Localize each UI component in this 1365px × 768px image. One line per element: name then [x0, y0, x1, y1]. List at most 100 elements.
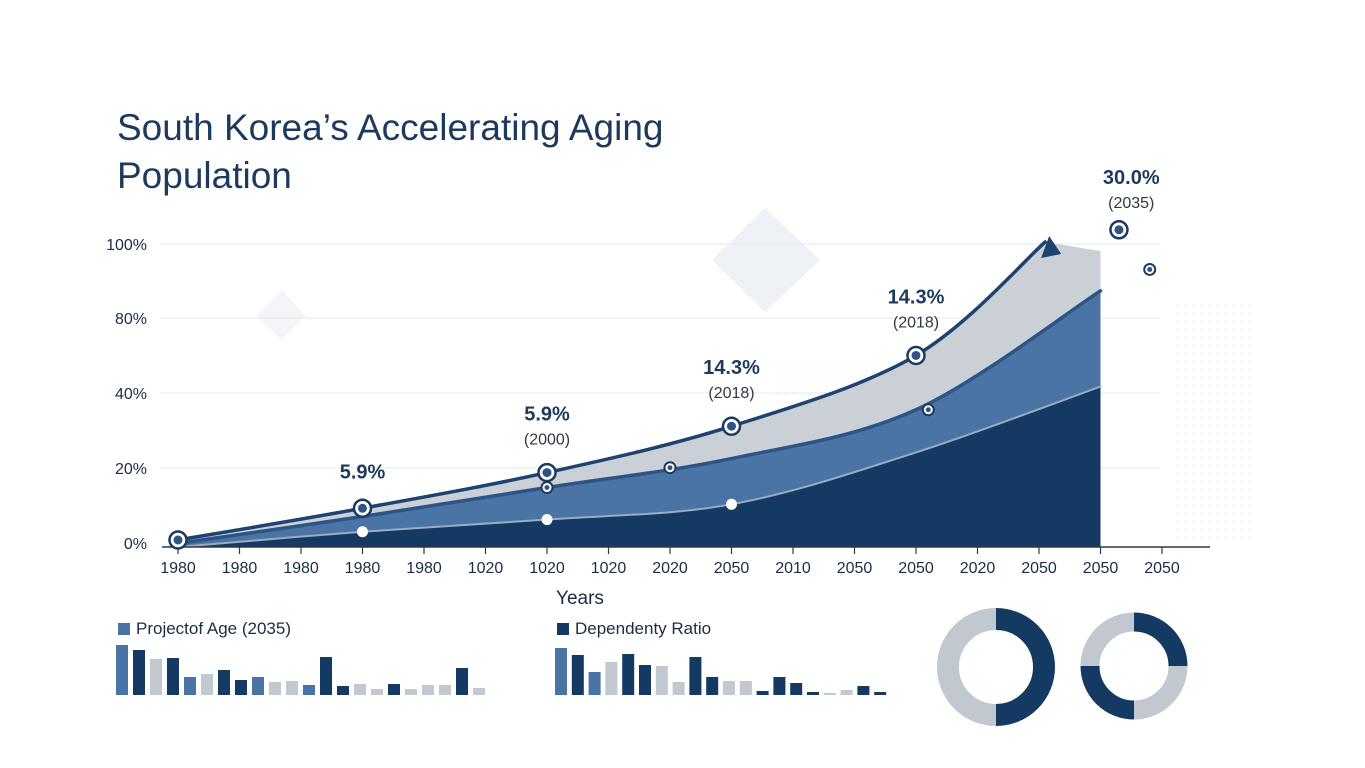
annotation-year: (2018): [893, 314, 939, 331]
x-axis: [162, 546, 1210, 554]
mini-bar: [405, 689, 417, 695]
mini-bar-chart-age: [116, 645, 485, 695]
annotation-value: 14.3%: [888, 286, 945, 308]
marker-dot: [726, 498, 737, 510]
x-tick-label: 2020: [960, 560, 996, 577]
mini-bar: [150, 659, 162, 695]
x-tick-label: 2050: [1021, 560, 1057, 577]
marker-small-core: [1147, 266, 1153, 272]
marker-ring-core: [1114, 225, 1124, 235]
data-markers: [168, 220, 1157, 550]
x-axis-labels: 1980 1980 1980 1980 1980 1020 1020 1020 2020 2050…: [160, 560, 1180, 577]
mini-bar: [456, 668, 468, 695]
donut-segment: [937, 608, 997, 726]
mini-bar: [588, 672, 601, 695]
x-tick-label: 2020: [652, 560, 688, 577]
title-line-2: Population: [117, 155, 292, 196]
mini-bar: [133, 650, 145, 695]
mini-bar: [422, 685, 434, 695]
x-tick-label: 2050: [714, 560, 750, 577]
mini-bar: [201, 674, 213, 695]
marker-dot: [1119, 285, 1131, 297]
donut-segment: [1133, 612, 1188, 667]
series-lines: [176, 236, 1103, 548]
donut-segment: [1080, 665, 1135, 720]
x-tick-label: 2050: [898, 560, 934, 577]
legend-projected-age: Projectof Age (2035): [118, 619, 291, 639]
x-tick-label: 2050: [1083, 560, 1119, 577]
mini-bar: [167, 658, 179, 695]
annotation-year: (2018): [708, 385, 754, 402]
mini-bar: [840, 690, 853, 695]
mini-bar: [218, 670, 230, 695]
x-axis-title: Years: [556, 588, 604, 609]
x-tick-label: 1020: [468, 560, 504, 577]
legend-label-dependency: Dependenty Ratio: [575, 619, 712, 638]
marker-small-core: [544, 485, 550, 491]
mini-bar: [116, 645, 128, 695]
growth-arrow-head: [1041, 236, 1062, 258]
mini-bar: [723, 681, 735, 695]
mini-bar: [874, 692, 887, 695]
annotation-value: 5.9%: [524, 404, 570, 426]
mini-bar: [320, 657, 332, 695]
mini-bar: [605, 662, 618, 695]
marker-dot: [357, 526, 368, 538]
donut-segment: [1080, 612, 1135, 667]
x-tick-label: 1980: [160, 560, 196, 577]
annotation-year: (2000): [524, 432, 570, 449]
deco-diamond-2: [256, 290, 306, 340]
mini-bar: [571, 655, 584, 695]
marker-small-core: [667, 465, 673, 471]
y-tick-label: 100%: [106, 237, 147, 254]
area-series: [178, 242, 1101, 547]
mini-bar: [269, 682, 281, 695]
mini-bar: [756, 691, 769, 695]
mini-bar: [655, 666, 668, 695]
mini-bar: [439, 685, 451, 695]
mini-bar: [235, 680, 247, 695]
x-tick-label: 1980: [345, 560, 381, 577]
x-tick-label: 2050: [837, 560, 873, 577]
mini-bar: [807, 692, 819, 695]
x-tick-label: 1020: [529, 560, 565, 577]
x-tick-label: 1980: [222, 560, 258, 577]
mini-bar: [354, 684, 366, 695]
legend-swatch-dependency: [557, 623, 569, 635]
marker-small-core: [925, 407, 931, 413]
marker-ring-core: [173, 535, 183, 545]
series-line-2: [176, 289, 1103, 546]
annotation-value: 5.9%: [340, 461, 386, 483]
mini-bar: [857, 686, 870, 695]
mini-bar: [639, 665, 651, 695]
marker-dot: [541, 514, 553, 526]
deco-diamond-1: [712, 208, 820, 312]
mini-bar: [773, 677, 786, 695]
legend-swatch-age: [118, 623, 130, 635]
y-tick-label: 80%: [115, 311, 147, 328]
marker-ring-core: [542, 468, 552, 478]
annotations: 5.9% 5.9% (2000) 14.3% (2018) 14.3% (2018) 30.0…: [340, 167, 1160, 483]
mini-bar: [706, 677, 719, 695]
annotation-value: 30.0%: [1103, 167, 1160, 189]
mini-bar: [689, 657, 702, 695]
mini-bar: [622, 654, 635, 695]
y-tick-label: 0%: [124, 536, 147, 553]
x-tick-label: 2050: [1144, 560, 1180, 577]
mini-bar: [555, 648, 567, 695]
mini-bar: [184, 677, 196, 695]
annotation-value: 14.3%: [703, 357, 760, 379]
series-line-3: [177, 385, 1102, 548]
y-axis-labels: 0% 20% 40% 80% 100%: [106, 237, 147, 553]
donut-segment: [1133, 665, 1188, 720]
mini-bar: [790, 683, 803, 695]
legend-dependency-ratio: Dependenty Ratio: [557, 619, 711, 639]
mini-bar: [371, 689, 383, 695]
x-tick-label: 1980: [406, 560, 442, 577]
y-tick-label: 40%: [115, 386, 147, 403]
marker-ring-core: [727, 421, 736, 431]
mini-bar: [337, 686, 349, 695]
donut-chart-1: [937, 608, 1055, 726]
deco-dots-1: [1175, 300, 1255, 540]
marker-ring-core: [911, 350, 921, 360]
